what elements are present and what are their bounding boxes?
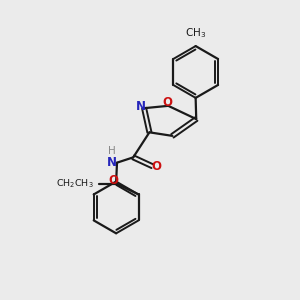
- Text: O: O: [109, 174, 119, 187]
- Text: O: O: [152, 160, 162, 173]
- Text: N: N: [136, 100, 146, 113]
- Text: N: N: [107, 156, 117, 169]
- Text: O: O: [163, 95, 173, 109]
- Text: CH$_3$: CH$_3$: [185, 26, 206, 40]
- Text: CH$_2$CH$_3$: CH$_2$CH$_3$: [56, 178, 94, 190]
- Text: H: H: [108, 146, 116, 156]
